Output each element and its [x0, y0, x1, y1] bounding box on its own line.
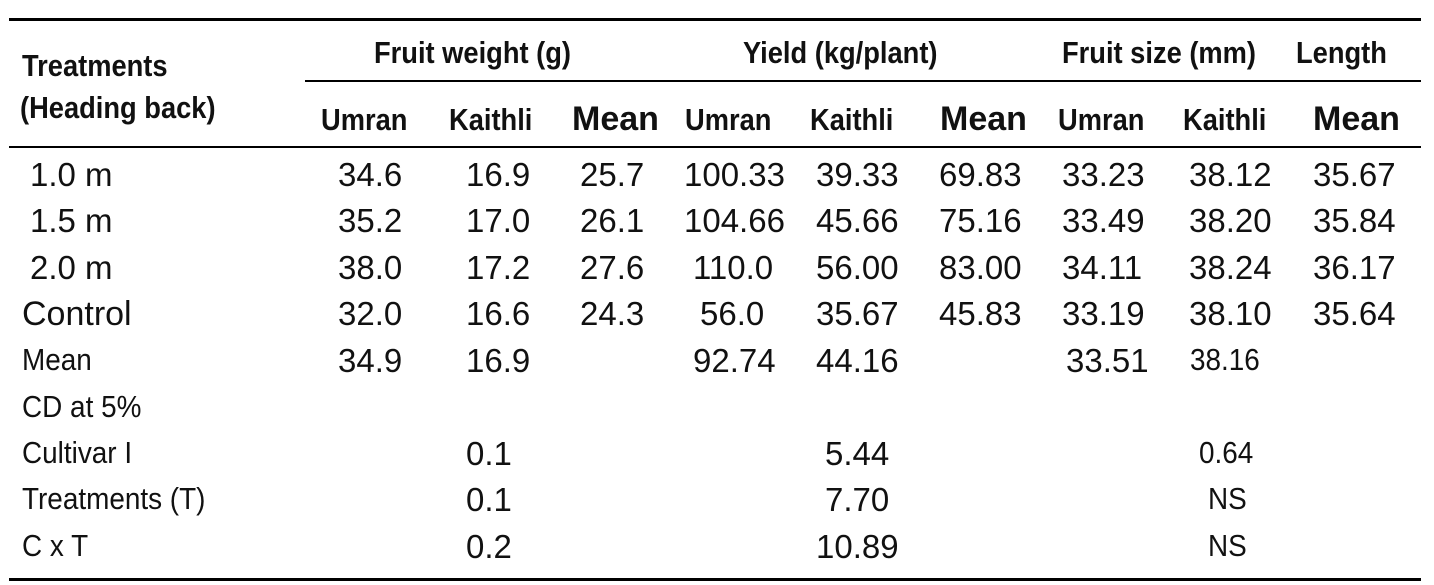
table-cell: 24.3 [580, 295, 645, 332]
cd-value: NS [1208, 481, 1247, 516]
table-cell: 38.16 [1190, 342, 1260, 377]
table-cell: 35.84 [1313, 202, 1396, 239]
subheader-umran: Umran [321, 102, 408, 137]
table-cell: 33.19 [1062, 295, 1145, 332]
table-cell: 16.9 [466, 342, 531, 379]
group-header-yield: Yield (kg/plant) [743, 35, 938, 70]
table-cell: 17.2 [466, 249, 531, 286]
row-label-header-line2: (Heading back) [20, 90, 216, 125]
cd-value: 10.89 [816, 528, 899, 565]
table-cell: 83.00 [939, 249, 1022, 286]
cd-value: 0.64 [1199, 435, 1254, 470]
table-cell: 26.1 [580, 202, 645, 239]
table-cell: 35.64 [1313, 295, 1396, 332]
cd-value: 5.44 [825, 435, 890, 472]
header-bottom-rule [9, 146, 1421, 148]
table-cell: 16.9 [466, 156, 531, 193]
table-cell: 35.67 [816, 295, 899, 332]
table-cell: 16.6 [466, 295, 531, 332]
table-cell: 32.0 [338, 295, 403, 332]
group-header-rule [305, 80, 1421, 82]
table-cell: 33.23 [1062, 156, 1145, 193]
cd-row-label: C x T [22, 528, 89, 563]
row-label: Control [22, 295, 132, 333]
table-cell: 75.16 [939, 202, 1022, 239]
table-cell: 38.0 [338, 249, 403, 286]
subheader-mean: Mean [940, 100, 1027, 138]
table-cell: 92.74 [693, 342, 776, 379]
group-header-length: Length [1296, 35, 1387, 70]
table-cell: 25.7 [580, 156, 645, 193]
table-cell: 69.83 [939, 156, 1022, 193]
table-cell: 34.11 [1062, 249, 1143, 286]
row-label-header-line1: Treatments [22, 48, 168, 83]
subheader-kaithli: Kaithli [449, 102, 533, 137]
table-cell: 110.0 [693, 249, 774, 286]
table-cell: 33.49 [1062, 202, 1145, 239]
table-cell: 44.16 [816, 342, 899, 379]
table-cell: 45.66 [816, 202, 899, 239]
table-cell: 27.6 [580, 249, 645, 286]
table-cell: 45.83 [939, 295, 1022, 332]
table-cell: 35.2 [338, 202, 403, 239]
subheader-umran: Umran [685, 102, 772, 137]
table-cell: 39.33 [816, 156, 899, 193]
cd-row-label: Cultivar I [22, 435, 133, 470]
cd-value: 0.1 [466, 481, 512, 518]
cd-value: 0.1 [466, 435, 512, 472]
cd-value: 7.70 [825, 481, 890, 518]
row-label: 1.5 m [30, 202, 113, 239]
row-label: 1.0 m [30, 156, 113, 193]
row-label: 2.0 m [30, 249, 113, 286]
bottom-rule [9, 578, 1421, 581]
table-cell: 34.9 [338, 342, 403, 379]
subheader-mean: Mean [1313, 100, 1400, 138]
row-label: Mean [22, 342, 92, 377]
table-cell: 56.0 [700, 295, 765, 332]
table-cell: 56.00 [816, 249, 899, 286]
table-cell: 38.12 [1189, 156, 1272, 193]
table-cell: 36.17 [1313, 249, 1396, 286]
group-header-fruit-weight: Fruit weight (g) [374, 35, 571, 70]
subheader-kaithli: Kaithli [810, 102, 894, 137]
table-cell: 33.51 [1066, 342, 1149, 379]
table-cell: 35.67 [1313, 156, 1396, 193]
subheader-mean: Mean [572, 100, 659, 138]
table-cell: 17.0 [466, 202, 531, 239]
group-header-fruit-size: Fruit size (mm) [1062, 35, 1257, 70]
subheader-umran: Umran [1058, 102, 1145, 137]
cd-label: CD at 5% [22, 389, 142, 424]
table-cell: 38.10 [1189, 295, 1272, 332]
table-cell: 104.66 [684, 202, 785, 239]
cd-row-label: Treatments (T) [22, 481, 206, 516]
table-cell: 34.6 [338, 156, 403, 193]
cd-value: 0.2 [466, 528, 512, 565]
cd-value: NS [1208, 528, 1247, 563]
top-rule [9, 18, 1421, 21]
table-cell: 38.20 [1189, 202, 1272, 239]
subheader-kaithli: Kaithli [1183, 102, 1267, 137]
table-cell: 100.33 [684, 156, 785, 193]
table-cell: 38.24 [1189, 249, 1272, 286]
